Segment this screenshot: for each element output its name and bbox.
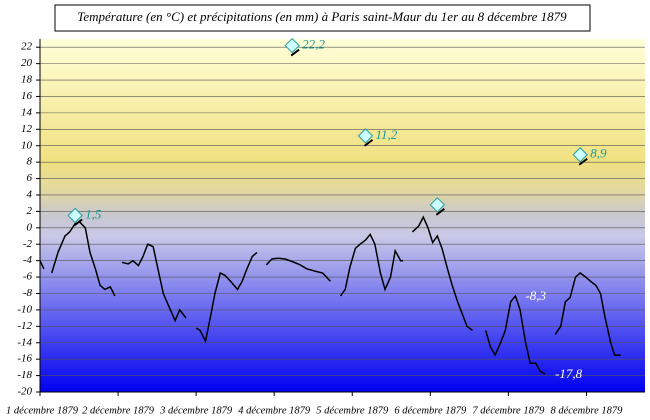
precipitation-marker — [67, 207, 83, 224]
y-tick-label: 10 — [21, 139, 33, 151]
precipitation-marker — [572, 147, 588, 163]
y-tick-label: -14 — [17, 336, 32, 348]
precipitation-marker — [284, 37, 300, 54]
y-tick-label: 0 — [27, 221, 33, 233]
y-tick-label: -6 — [23, 271, 33, 283]
y-tick-label: -4 — [23, 254, 33, 266]
data-label: 11,2 — [376, 127, 398, 142]
chart-title: Température (en °C) et précipitations (e… — [77, 9, 567, 24]
y-tick-label: 12 — [21, 123, 33, 135]
y-tick-label: -20 — [17, 386, 32, 398]
annotation: -8,3 — [525, 288, 546, 303]
y-tick-label: -12 — [17, 320, 32, 332]
x-tick-label: 4 décembre 1879 — [238, 405, 311, 416]
y-tick-label: 2 — [27, 205, 33, 217]
x-tick-label: 2 décembre 1879 — [82, 405, 155, 416]
x-tick-label: 5 décembre 1879 — [316, 405, 389, 416]
y-tick-label: -8 — [23, 287, 33, 299]
precipitation-marker — [429, 197, 446, 213]
marker-tick — [73, 218, 83, 227]
title-box — [54, 4, 591, 32]
y-tick-label: 18 — [21, 74, 33, 86]
y-tick-label: 14 — [21, 106, 33, 118]
marker-tick — [578, 157, 588, 166]
y-tick-label: 22 — [21, 41, 33, 53]
marker-tick — [435, 208, 445, 216]
y-tick-label: -10 — [17, 303, 32, 315]
y-tick-label: 20 — [21, 57, 33, 69]
temperature-line — [39, 215, 621, 375]
marker-tick — [363, 139, 374, 147]
x-tick-label: 1 décembre 1879 — [6, 405, 79, 416]
y-tick-label: 16 — [21, 90, 33, 102]
x-tick-label: 8 décembre 1879 — [550, 405, 623, 416]
y-tick-label: -2 — [23, 238, 33, 250]
y-tick-label: -18 — [17, 369, 32, 381]
y-tick-label: 8 — [27, 156, 33, 168]
marker-tick — [290, 48, 300, 57]
y-tick-label: 6 — [27, 172, 33, 184]
x-tick-label: 7 décembre 1879 — [472, 405, 545, 416]
y-tick-label: 4 — [27, 189, 33, 201]
data-label: 8,9 — [590, 146, 607, 161]
plot-area — [40, 39, 645, 392]
annotation: -17,8 — [555, 366, 583, 381]
precipitation-marker — [357, 128, 374, 144]
x-tick-label: 3 décembre 1879 — [159, 405, 233, 416]
y-tick-label: -16 — [17, 353, 32, 365]
data-label: 1,5 — [85, 206, 102, 221]
data-label: 22,2 — [302, 37, 325, 52]
x-tick-label: 6 décembre 1879 — [394, 405, 467, 416]
